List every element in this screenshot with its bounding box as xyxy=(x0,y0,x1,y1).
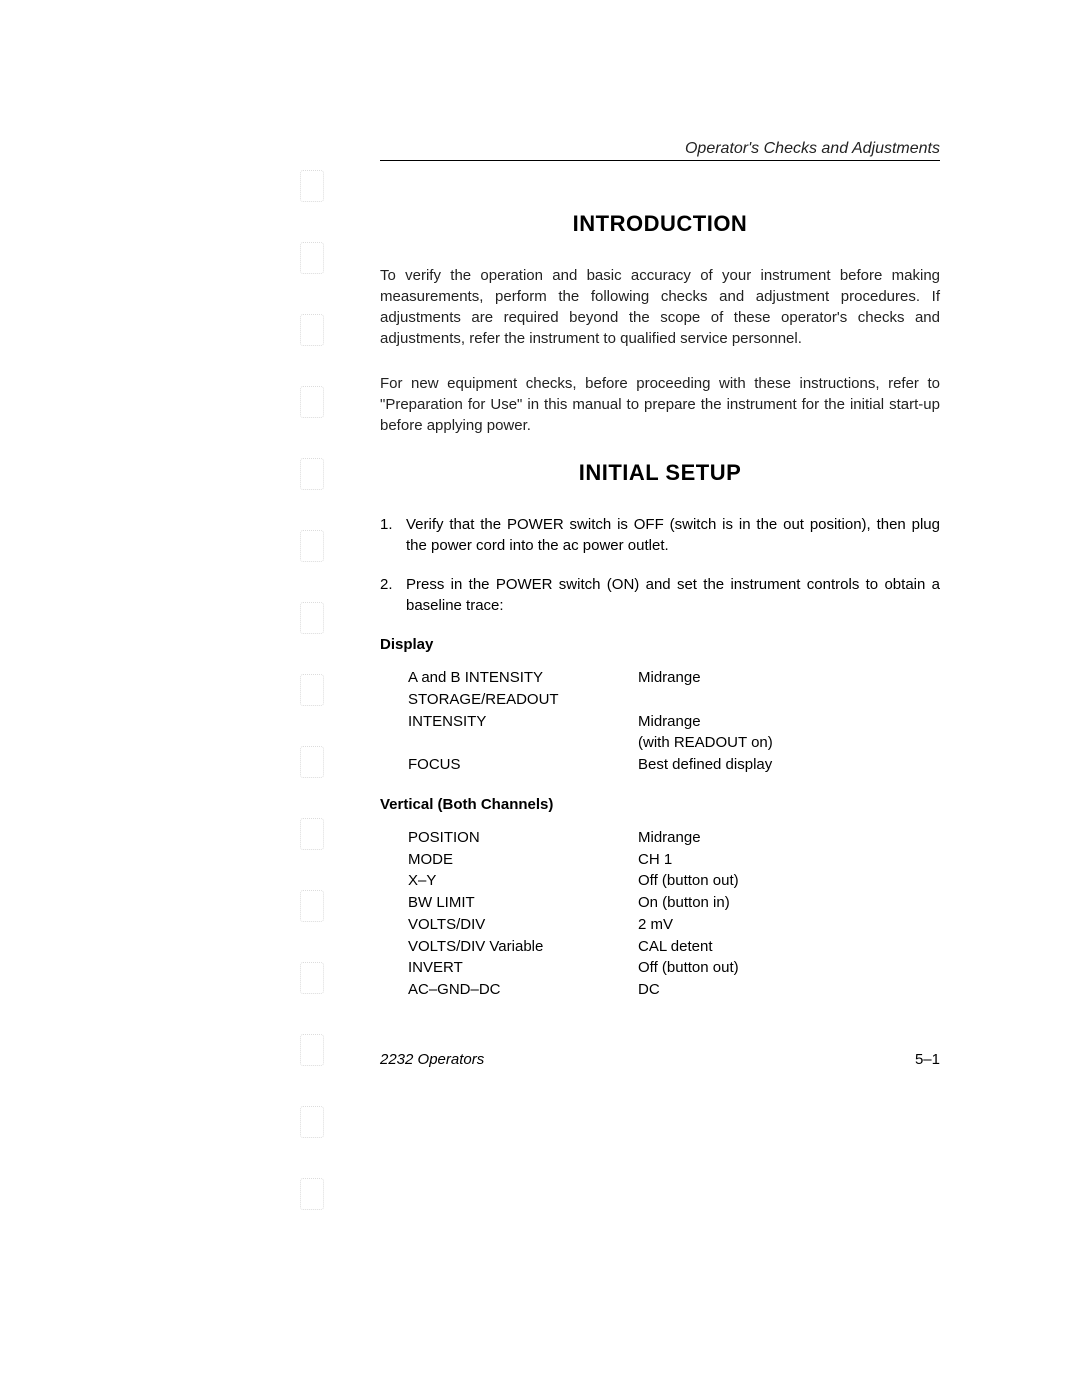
setting-row: INTENSITY Midrange xyxy=(408,711,940,733)
setting-value: 2 mV xyxy=(638,914,940,936)
setting-value: Midrange xyxy=(638,711,940,733)
setting-value: Best defined display xyxy=(638,754,940,776)
setting-value: On (button in) xyxy=(638,892,940,914)
footer-left: 2232 Operators xyxy=(380,1051,484,1068)
page-content: Operator's Checks and Adjustments INTROD… xyxy=(300,140,940,1068)
step-number: 1. xyxy=(380,514,406,556)
section-title: Operator's Checks and Adjustments xyxy=(685,140,940,157)
subheading-vertical: Vertical (Both Channels) xyxy=(380,796,940,813)
setting-label: X–Y xyxy=(408,870,638,892)
setting-label: INTENSITY xyxy=(408,711,638,733)
step-text: Press in the POWER switch (ON) and set t… xyxy=(406,574,940,616)
setting-row: STORAGE/READOUT xyxy=(408,689,940,711)
setting-value xyxy=(638,689,940,711)
setting-row: BW LIMIT On (button in) xyxy=(408,892,940,914)
setting-value: (with READOUT on) xyxy=(638,732,940,754)
setting-row: VOLTS/DIV 2 mV xyxy=(408,914,940,936)
step-item: 1. Verify that the POWER switch is OFF (… xyxy=(380,514,940,556)
setting-label xyxy=(408,732,638,754)
setting-row: MODE CH 1 xyxy=(408,849,940,871)
setting-label: AC–GND–DC xyxy=(408,979,638,1001)
setting-value: CAL detent xyxy=(638,936,940,958)
setting-row: (with READOUT on) xyxy=(408,732,940,754)
setting-value: DC xyxy=(638,979,940,1001)
setting-row: AC–GND–DC DC xyxy=(408,979,940,1001)
setting-row: POSITION Midrange xyxy=(408,827,940,849)
setting-label: POSITION xyxy=(408,827,638,849)
setting-value: Off (button out) xyxy=(638,957,940,979)
display-settings: A and B INTENSITY Midrange STORAGE/READO… xyxy=(408,667,940,776)
setting-value: Midrange xyxy=(638,827,940,849)
intro-paragraph: For new equipment checks, before proceed… xyxy=(380,373,940,436)
setting-row: A and B INTENSITY Midrange xyxy=(408,667,940,689)
setting-row: INVERT Off (button out) xyxy=(408,957,940,979)
setting-label: A and B INTENSITY xyxy=(408,667,638,689)
heading-initial-setup: INITIAL SETUP xyxy=(380,460,940,486)
setting-label: INVERT xyxy=(408,957,638,979)
page-footer: 2232 Operators 5–1 xyxy=(380,1051,940,1068)
subheading-display: Display xyxy=(380,636,940,653)
step-number: 2. xyxy=(380,574,406,616)
setting-label: BW LIMIT xyxy=(408,892,638,914)
binder-hole xyxy=(300,1106,324,1138)
setting-label: MODE xyxy=(408,849,638,871)
step-item: 2. Press in the POWER switch (ON) and se… xyxy=(380,574,940,616)
footer-right: 5–1 xyxy=(915,1051,940,1068)
setting-label: FOCUS xyxy=(408,754,638,776)
setting-value: CH 1 xyxy=(638,849,940,871)
step-list: 1. Verify that the POWER switch is OFF (… xyxy=(380,514,940,616)
content-body: INTRODUCTION To verify the operation and… xyxy=(380,211,940,1068)
setting-row: VOLTS/DIV Variable CAL detent xyxy=(408,936,940,958)
step-text: Verify that the POWER switch is OFF (swi… xyxy=(406,514,940,556)
binder-hole xyxy=(300,1178,324,1210)
page-header: Operator's Checks and Adjustments xyxy=(380,140,940,161)
setting-value: Midrange xyxy=(638,667,940,689)
setting-label: VOLTS/DIV Variable xyxy=(408,936,638,958)
setting-value: Off (button out) xyxy=(638,870,940,892)
heading-introduction: INTRODUCTION xyxy=(380,211,940,237)
setting-label: VOLTS/DIV xyxy=(408,914,638,936)
intro-paragraph: To verify the operation and basic accura… xyxy=(380,265,940,349)
vertical-settings: POSITION Midrange MODE CH 1 X–Y Off (but… xyxy=(408,827,940,1001)
setting-row: X–Y Off (button out) xyxy=(408,870,940,892)
setting-row: FOCUS Best defined display xyxy=(408,754,940,776)
setting-label: STORAGE/READOUT xyxy=(408,689,638,711)
